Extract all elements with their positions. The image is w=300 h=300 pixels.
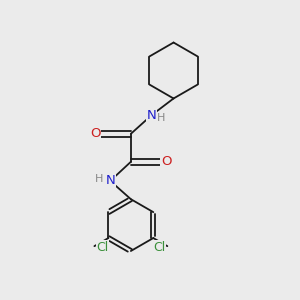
Text: N: N xyxy=(105,174,115,188)
Text: N: N xyxy=(147,109,156,122)
Text: Cl: Cl xyxy=(97,241,109,254)
Text: H: H xyxy=(95,174,103,184)
Text: H: H xyxy=(157,113,165,123)
Text: O: O xyxy=(161,155,171,168)
Text: Cl: Cl xyxy=(153,241,165,254)
Text: O: O xyxy=(90,127,101,140)
